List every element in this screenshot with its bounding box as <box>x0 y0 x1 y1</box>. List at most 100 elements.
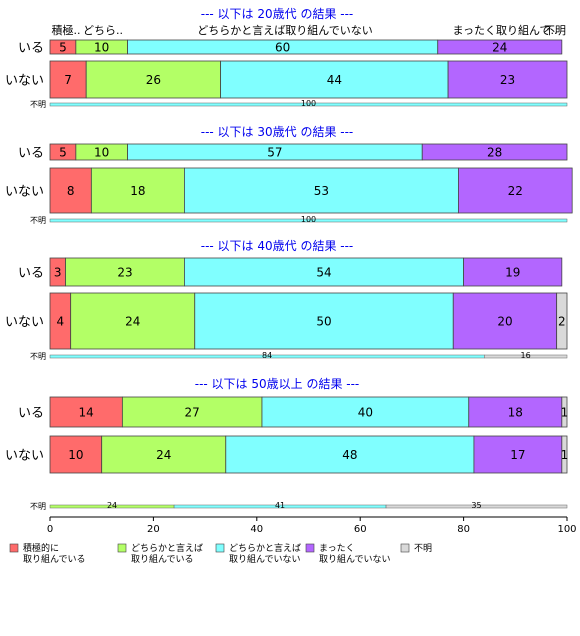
unknown-bar-value: 24 <box>107 501 117 510</box>
bar-segment <box>468 396 563 428</box>
unknown-row-label: 不明 <box>30 502 46 511</box>
row-label: いない <box>5 185 44 200</box>
unknown-bar-value: 16 <box>521 351 531 360</box>
bar-segment <box>49 167 92 214</box>
column-header: 積極.. <box>52 23 81 37</box>
bar-value-label: 54 <box>316 266 331 280</box>
bar-value-label: 3 <box>54 266 62 280</box>
unknown-bar-segment <box>484 354 568 359</box>
legend-label: 取り組んでいない <box>319 553 391 565</box>
unknown-row-label: 不明 <box>30 216 46 225</box>
panel-title: --- 以下は 50歳以上 の結果 --- <box>195 377 360 391</box>
unknown-bar-value: 35 <box>471 501 481 510</box>
unknown-bar-value: 100 <box>301 215 316 224</box>
bar-value-label: 7 <box>64 73 72 87</box>
x-tick-label: 20 <box>147 524 160 535</box>
bar-value-label: 10 <box>68 448 83 462</box>
legend-label: 不明 <box>414 543 432 554</box>
bar-value-label: 24 <box>156 448 171 462</box>
bar-value-label: 14 <box>79 406 94 420</box>
legend-label: 積極的に <box>23 542 59 554</box>
bar-segment <box>121 396 263 428</box>
unknown-bar-segment <box>49 218 568 223</box>
bar-value-label: 23 <box>500 73 515 87</box>
bar-segment <box>561 396 568 428</box>
bar-segment <box>458 167 573 214</box>
panel-title: --- 以下は 30歳代 の結果 --- <box>201 125 354 139</box>
bar-value-label: 4 <box>57 315 65 329</box>
legend-label: 取り組んでいない <box>229 553 301 565</box>
legend-swatch <box>117 543 127 553</box>
bar-segment <box>49 435 103 474</box>
bar-segment <box>49 60 87 99</box>
bar-segment <box>70 292 196 350</box>
panel-title: --- 以下は 40歳代 の結果 --- <box>201 239 354 253</box>
bar-value-label: 10 <box>94 146 109 160</box>
bar-value-label: 44 <box>327 73 342 87</box>
bar-segment <box>225 435 475 474</box>
bar-segment <box>261 396 470 428</box>
bar-value-label: 23 <box>117 266 132 280</box>
column-header: どちらかと言えば取り組んでいない <box>197 24 372 37</box>
bar-segment <box>49 396 123 428</box>
row-label: いる <box>18 266 44 281</box>
x-tick-label: 0 <box>47 524 53 535</box>
bar-segment <box>101 435 227 474</box>
unknown-row-label: 不明 <box>30 352 46 361</box>
legend-swatch <box>305 543 315 553</box>
bar-segment <box>184 167 459 214</box>
legend-label: 取り組んでいる <box>23 553 86 565</box>
legend-swatch <box>9 543 19 553</box>
legend-label: どちらかと言えば <box>229 542 301 554</box>
column-header: 不明 <box>544 24 566 37</box>
legend-swatch <box>215 543 225 553</box>
bar-segment <box>85 60 222 99</box>
bar-value-label: 5 <box>59 146 67 160</box>
bar-value-label: 28 <box>487 146 502 160</box>
row-label: いない <box>5 74 44 89</box>
bar-value-label: 19 <box>505 266 520 280</box>
bar-segment <box>184 257 464 287</box>
bar-segment <box>556 292 568 350</box>
column-header: まったく取り組んで.. <box>452 24 557 37</box>
unknown-bar-value: 41 <box>275 501 285 510</box>
legend-label: 取り組んでいる <box>131 553 194 565</box>
bar-value-label: 53 <box>314 184 329 198</box>
bar-value-label: 26 <box>146 73 161 87</box>
row-label: いる <box>18 406 44 421</box>
bar-value-label: 18 <box>130 184 145 198</box>
x-tick-label: 40 <box>250 524 263 535</box>
bar-value-label: 22 <box>508 184 523 198</box>
bar-value-label: 5 <box>59 41 67 55</box>
bar-segment <box>473 435 563 474</box>
column-header: どちら.. <box>83 24 123 37</box>
legend-label: どちらかと言えば <box>131 542 203 554</box>
bar-value-label: 60 <box>275 41 290 55</box>
bar-segment <box>220 60 449 99</box>
bar-segment <box>194 292 454 350</box>
x-tick-label: 100 <box>557 524 576 535</box>
bar-segment <box>65 257 185 287</box>
bar-value-label: 1 <box>561 406 569 420</box>
bar-value-label: 50 <box>316 315 331 329</box>
bar-value-label: 17 <box>510 448 525 462</box>
bar-value-label: 20 <box>497 315 512 329</box>
bar-value-label: 57 <box>267 146 282 160</box>
bar-segment <box>90 167 185 214</box>
row-label: いない <box>5 449 44 464</box>
bar-segment <box>447 60 568 99</box>
bar-value-label: 24 <box>492 41 507 55</box>
row-label: いない <box>5 315 44 330</box>
bar-segment <box>421 143 568 161</box>
x-tick-label: 60 <box>354 524 367 535</box>
bar-value-label: 27 <box>185 406 200 420</box>
x-tick-label: 80 <box>457 524 470 535</box>
bar-segment <box>463 257 563 287</box>
panel-title: --- 以下は 20歳代 の結果 --- <box>201 7 354 21</box>
bar-segment <box>437 39 563 55</box>
unknown-bar-segment <box>49 102 568 107</box>
row-label: いる <box>18 146 44 161</box>
bar-value-label: 2 <box>558 315 566 329</box>
bar-value-label: 24 <box>125 315 140 329</box>
